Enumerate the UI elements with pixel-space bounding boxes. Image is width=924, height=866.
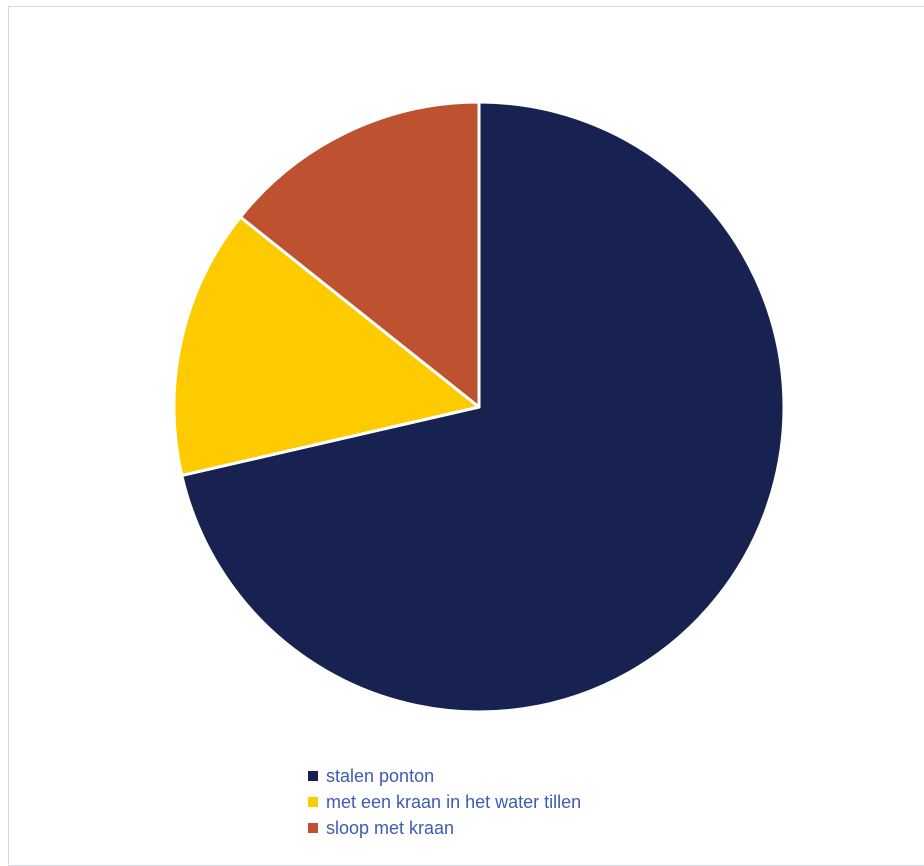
slice-kraan-water-tillen — [172, 215, 481, 477]
legend-item-sloop-met-kraan: sloop met kraan — [308, 815, 581, 841]
pie-chart — [172, 100, 786, 714]
legend-item-kraan-water-tillen: met een kraan in het water tillen — [308, 789, 581, 815]
legend-swatch-stalen-ponton — [308, 771, 318, 781]
legend-label-kraan-water-tillen: met een kraan in het water tillen — [326, 792, 582, 812]
legend-item-stalen-ponton: stalen ponton — [308, 763, 581, 789]
legend-swatch-sloop-met-kraan — [308, 823, 318, 833]
legend-swatch-kraan-water-tillen — [308, 797, 318, 807]
legend-label-sloop-met-kraan: sloop met kraan — [326, 818, 455, 838]
legend: stalen ponton met een kraan in het water… — [308, 763, 581, 841]
slice-stalen-ponton — [180, 100, 786, 714]
slice-sloop-met-kraan — [238, 100, 481, 409]
legend-label-stalen-ponton: stalen ponton — [326, 766, 435, 786]
